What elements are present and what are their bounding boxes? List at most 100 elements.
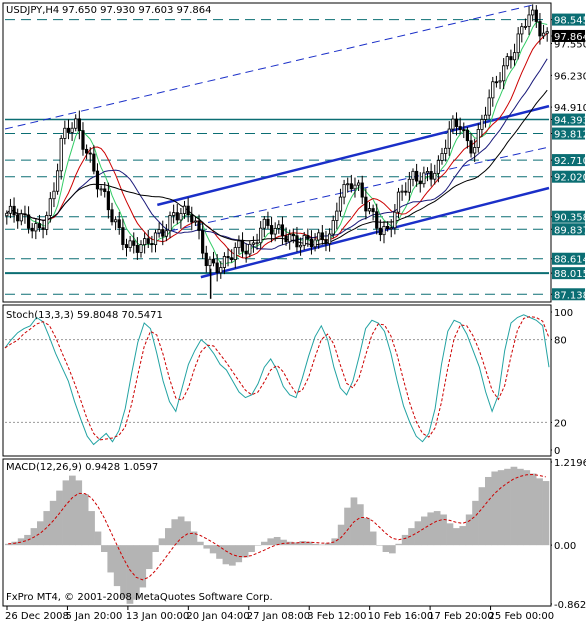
macd-bar [216,545,223,559]
candle-body [251,242,256,245]
candle-body [211,258,216,264]
macd-bar [158,538,166,546]
macd-bar [241,545,249,558]
candle-body [52,190,56,200]
candle-body [418,180,422,185]
candle-body [386,226,390,230]
candle-body [172,212,176,216]
candle-body [81,130,85,150]
macd-bar [331,538,339,546]
macd-bar [197,541,204,546]
candle-body [85,148,89,154]
macd-bar [165,528,172,546]
candle-body [182,205,187,214]
price-tick-label: 90.358 [554,213,586,224]
candle-body [117,219,121,229]
macd-bar [542,481,550,546]
copyright-credit: FxPro MT4, © 2001-2008 MetaQuotes Softwa… [6,592,273,603]
candle-body [393,211,397,229]
macd-bar [248,545,255,552]
macd-signal-polyline [8,473,546,581]
time-tick-label: 27 Jan 08:00 [247,611,310,622]
channel-mid-line [157,146,550,235]
price-panel-header: USDJPY,H4 [6,5,59,16]
candle-body [240,240,245,252]
candle-body [324,239,328,245]
macd-bar [190,531,198,546]
macd-bar [280,539,287,546]
price-tag [552,288,585,301]
time-tick-label: 17 Feb 20:00 [428,611,494,622]
candle-body [55,170,60,192]
macd-bar [101,545,108,552]
candle-body [269,225,274,235]
candle-body [349,183,353,190]
macd-bar [421,516,428,546]
price-ohlc-readout: 97.650 97.930 97.603 97.864 [62,5,212,16]
macd-bar [529,473,537,546]
candle-body [356,182,361,186]
ma_mid-line [6,33,548,259]
stoch-lines [4,314,550,446]
candle-body [19,213,23,222]
macd-bar [203,545,211,549]
macd-bar [510,466,518,546]
candle-body [284,235,288,243]
candle-body [175,212,179,221]
macd-bar [107,545,115,573]
candle-body [143,238,147,246]
macd-bar [62,480,70,546]
price-tick-label: 88.015 [554,269,586,280]
price-tick-label: 94.393 [554,116,586,127]
candle-body [186,205,190,216]
candle-body [70,127,74,133]
candle-body [491,81,495,99]
macd-bar [337,524,345,546]
candle-body [201,230,205,254]
stoch-tick-label: 0 [554,446,560,457]
macd-bar [37,521,44,546]
candle-body [179,213,183,221]
candle-body [425,171,430,174]
candle-body [367,208,372,212]
stoch-panel-frame [2,304,552,457]
macd-bar [318,544,326,546]
candle-body [132,240,136,246]
macd-bar [325,543,332,546]
candle-body [259,227,263,244]
macd-bar [75,480,83,546]
macd-bar [184,521,191,546]
macd-bar [177,516,185,546]
price-tag [552,113,585,126]
candle-body [255,242,259,245]
candle-body [353,184,357,190]
candle-body [505,56,509,67]
candle-body [338,196,343,212]
price-tick-label: 97.550 [554,40,586,51]
price-tick-label: 94.910 [554,103,586,114]
candle-body [233,247,237,260]
macd-bar [24,534,31,546]
macd-bar [497,470,505,546]
time-tick-label: 5 Jan 20:00 [65,611,122,622]
candle-body [34,223,38,232]
candle-body [63,127,67,139]
stoch-tick-label: 80 [554,336,567,347]
stoch-axis: 100 80 20 0 [551,308,573,457]
price-tag [552,29,585,42]
candle-body [215,262,219,274]
price-tick-label: 88.614 [554,255,586,266]
candle-body [197,220,201,231]
candle-body [135,244,139,253]
macd-bar [523,470,531,546]
macd-histogram [5,466,550,604]
macd-bar [69,475,76,546]
candle-body [168,215,172,232]
price-tick-label: 92.020 [554,173,586,184]
macd-bar [369,531,377,546]
candle-body [208,258,212,267]
candle-body [161,229,165,237]
candle-body [494,81,499,84]
